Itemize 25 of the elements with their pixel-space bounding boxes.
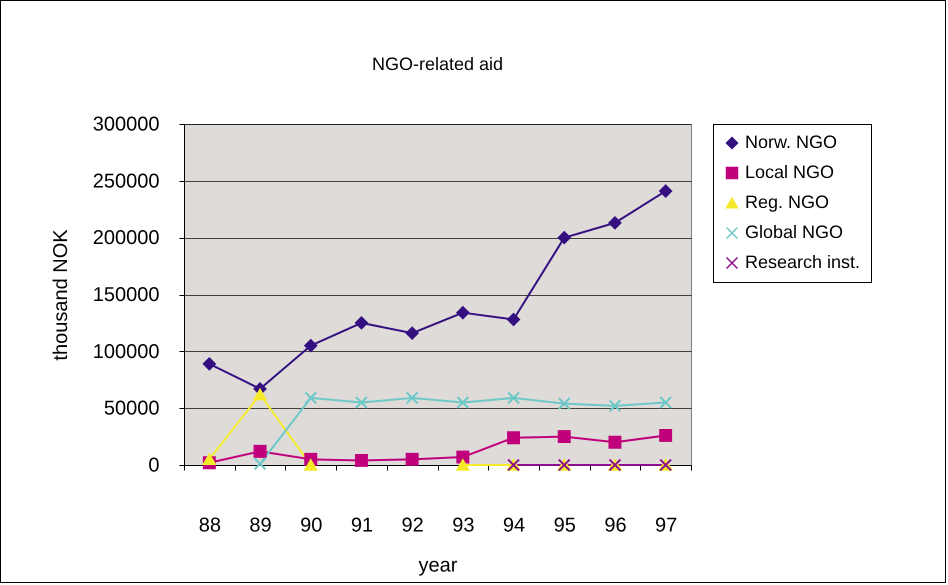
- x-tick-label: 93: [452, 514, 474, 536]
- x-tick-label: 89: [249, 514, 272, 536]
- y-axis-title: thousand NOK: [50, 228, 72, 361]
- y-tick-label: 200000: [92, 227, 160, 250]
- x-tick-label: 92: [402, 514, 424, 536]
- x-tick-label: 95: [554, 514, 576, 536]
- x-tick-label: 88: [198, 514, 221, 536]
- x-tick-label: 94: [502, 514, 526, 536]
- y-tick-label: 50000: [104, 398, 160, 420]
- legend-label: Reg. NGO: [745, 192, 830, 212]
- y-tick-label: 150000: [92, 284, 160, 306]
- x-tick-label: 91: [350, 514, 374, 536]
- y-tick-label: 300000: [92, 114, 160, 136]
- legend-label: Local NGO: [745, 162, 834, 182]
- y-tick-label: 100000: [92, 340, 160, 363]
- x-tick-label: 96: [604, 514, 627, 536]
- x-tick-label: 90: [300, 514, 322, 536]
- legend-label: Norw. NGO: [745, 132, 838, 152]
- legend-label: Research inst.: [745, 252, 860, 272]
- x-tick-label: 97: [655, 514, 678, 536]
- legend-label: Global NGO: [745, 222, 844, 242]
- y-tick-label: 0: [148, 454, 160, 476]
- chart-title: NGO-related aid: [372, 54, 504, 74]
- y-tick-label: 250000: [92, 170, 160, 192]
- x-axis-title: year: [418, 554, 458, 576]
